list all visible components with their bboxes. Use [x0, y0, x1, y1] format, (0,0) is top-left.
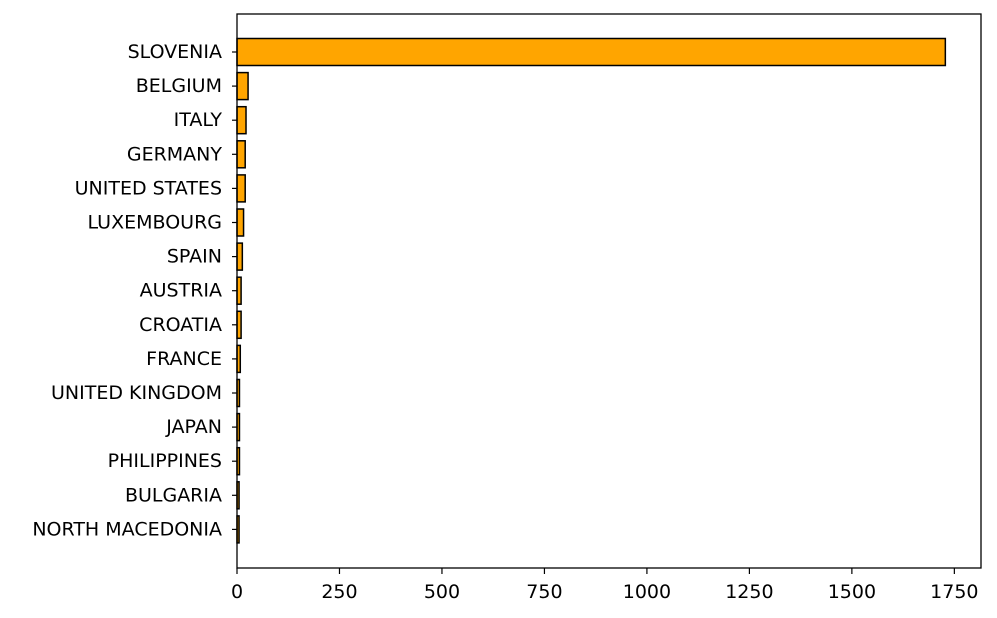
- category-label: BELGIUM: [136, 75, 222, 97]
- bar-luxembourg: [236, 208, 245, 237]
- category-label: ITALY: [174, 109, 223, 131]
- x-tick-label: 1750: [930, 581, 978, 603]
- x-axis-ticks: 0 250 500 750 1000 1250 1500 1750: [231, 568, 979, 603]
- bar-slovenia: [236, 37, 947, 67]
- category-label: BULGARIA: [125, 484, 222, 506]
- x-tick-label: 500: [424, 581, 460, 603]
- plot-area: [237, 14, 981, 568]
- category-label: FRANCE: [146, 348, 222, 370]
- bar-spain: [236, 242, 244, 271]
- x-tick-label: 250: [321, 581, 357, 603]
- category-label: SLOVENIA: [128, 41, 222, 63]
- bars-group: [236, 37, 947, 544]
- category-labels: SLOVENIA BELGIUM ITALY GERMANY UNITED STATES…: [32, 41, 237, 540]
- bar-italy: [236, 105, 247, 135]
- x-tick-label: 1000: [623, 581, 671, 603]
- x-tick-label: 1500: [828, 581, 876, 603]
- x-tick-label: 750: [526, 581, 562, 603]
- category-label: AUSTRIA: [140, 280, 222, 302]
- category-label: JAPAN: [165, 416, 222, 438]
- category-label: PHILIPPINES: [108, 450, 222, 472]
- category-label: GERMANY: [127, 143, 223, 165]
- category-label: SPAIN: [167, 246, 222, 268]
- x-tick-label: 1250: [725, 581, 773, 603]
- category-label: UNITED STATES: [75, 177, 222, 199]
- category-label: UNITED KINGDOM: [51, 382, 222, 404]
- category-label: CROATIA: [139, 314, 222, 336]
- bar-germany: [236, 140, 246, 169]
- x-tick-label: 0: [231, 581, 243, 603]
- bar-united-states: [236, 174, 246, 203]
- bar-belgium: [236, 71, 249, 101]
- plot-frame: [236, 13, 982, 569]
- category-label: LUXEMBOURG: [88, 212, 222, 234]
- category-label: NORTH MACEDONIA: [32, 518, 222, 540]
